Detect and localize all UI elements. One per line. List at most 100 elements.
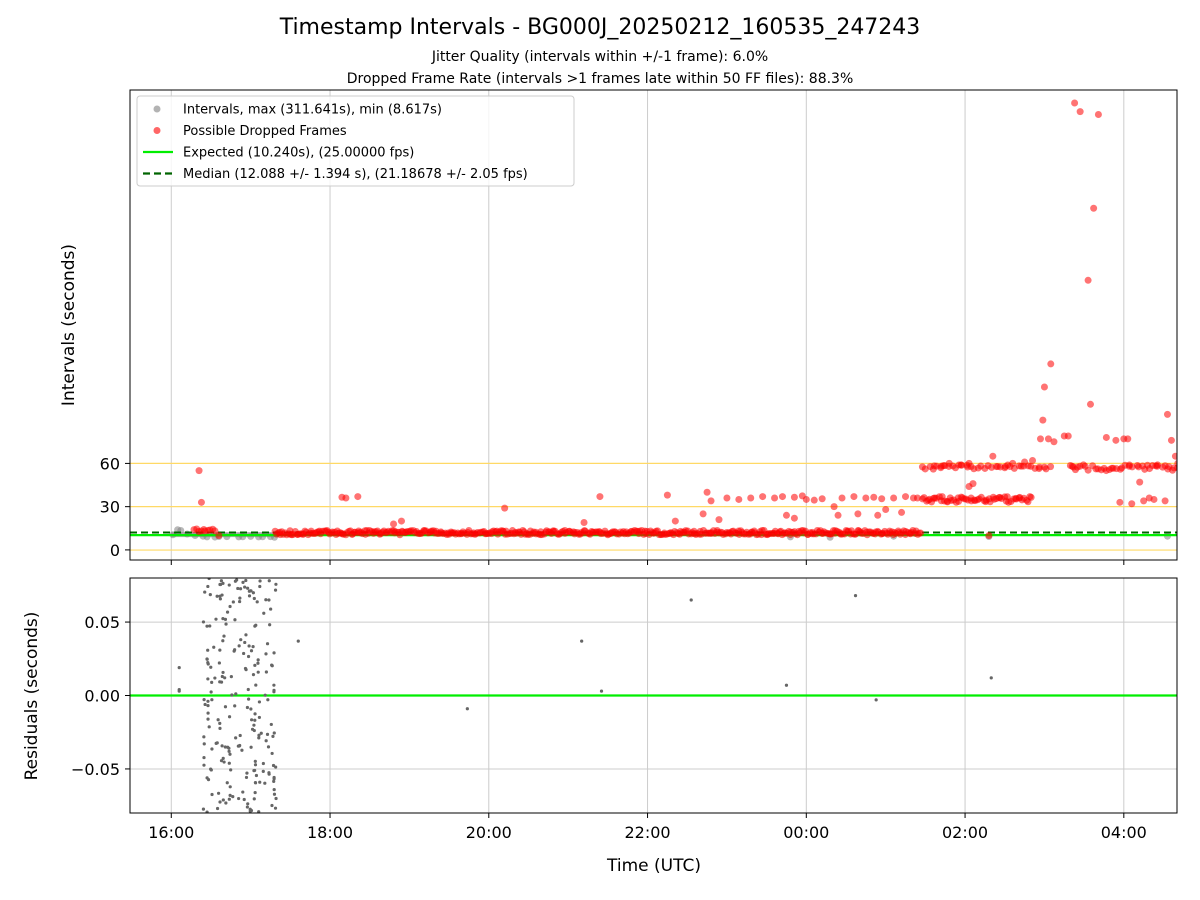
dropped-frame-point (989, 452, 997, 460)
dropped-frame-point (1040, 383, 1048, 391)
residual-point (265, 732, 270, 736)
dropped-frame-point (1044, 435, 1052, 443)
residual-point (253, 718, 257, 722)
residual-point (254, 683, 258, 687)
residual-point (227, 749, 231, 753)
residual-point (264, 670, 268, 674)
residual-point (252, 797, 256, 801)
residual-point (264, 739, 268, 743)
residual-point (266, 698, 270, 702)
time-x-axis-label: Time (UTC) (606, 856, 701, 876)
residual-point (225, 610, 230, 614)
residual-point (245, 771, 249, 775)
dropped-frame-point (1163, 410, 1171, 418)
dropped-frame-point (1102, 433, 1110, 441)
residual-point (248, 807, 252, 811)
residual-point (221, 617, 225, 621)
residual-point (234, 692, 238, 696)
dropped-frame-point (937, 462, 945, 470)
residual-point (241, 790, 245, 794)
dropped-frame-point (1036, 463, 1044, 471)
legend-label: Expected (10.240s), (25.00000 fps) (183, 146, 414, 161)
dropped-frame-point (1171, 452, 1177, 460)
residual-point (224, 801, 228, 805)
residual-point (220, 744, 224, 748)
residual-point (218, 800, 222, 804)
residual-point (240, 748, 244, 752)
residual-point (251, 673, 256, 677)
residual-point (218, 594, 222, 598)
dropped-frame-point (913, 494, 921, 502)
residual-point (256, 670, 260, 674)
residual-point (225, 781, 229, 785)
residual-point (206, 699, 210, 703)
dropped-frame-point (818, 495, 826, 503)
residual-point (272, 683, 276, 687)
dropped-frame-point (802, 495, 810, 503)
dropped-frame-point (870, 493, 878, 501)
residual-point (208, 592, 212, 597)
residual-point (231, 794, 235, 799)
intervals-plot-frame (129, 89, 1178, 561)
residual-point (270, 751, 274, 756)
dropped-frame-point (1086, 400, 1094, 408)
residual-point (234, 736, 238, 740)
residual-point (270, 803, 274, 808)
residual-point (213, 676, 217, 680)
residual-point (261, 761, 265, 766)
residual-point (231, 600, 235, 604)
residual-point (252, 723, 256, 727)
time-x-tick-label: 16:00 (148, 823, 194, 842)
dropped-frame-point (834, 511, 842, 519)
residual-point (246, 802, 250, 806)
residual-point (227, 715, 232, 719)
dropped-frame-point (390, 520, 398, 528)
dropped-frame-point (1003, 493, 1011, 501)
dropped-frame-point (707, 497, 715, 505)
residual-point (227, 583, 231, 587)
residual-point (258, 584, 262, 589)
residual-point (258, 579, 262, 583)
residual-point (202, 742, 206, 746)
residual-point (206, 778, 211, 782)
residual-point (267, 598, 271, 602)
residual-point (263, 693, 267, 697)
residual-point (248, 589, 252, 593)
dropped-frame-point (215, 531, 223, 539)
dropped-frame-point (1150, 495, 1158, 503)
residual-point (210, 792, 214, 797)
residual-point (236, 586, 240, 591)
dropped-frame-point (1036, 435, 1044, 443)
residual-point (209, 665, 213, 669)
residual-point (206, 584, 210, 589)
residual-point (262, 611, 266, 615)
dropped-frame-point (663, 491, 671, 499)
dropped-frame-point (1029, 457, 1037, 465)
dropped-frame-point (890, 494, 898, 502)
residual-point (228, 785, 232, 789)
time-x-tick-label: 02:00 (942, 823, 988, 842)
dropped-frame-point (929, 465, 937, 473)
residual-point (230, 693, 234, 697)
residuals-y-tick-label: 0.00 (84, 687, 120, 706)
legend-marker (153, 127, 161, 134)
residual-point (208, 624, 212, 628)
residual-point (272, 690, 276, 694)
residual-point (242, 651, 246, 656)
residual-point (221, 798, 225, 802)
dropped-frame-point (1064, 432, 1072, 440)
time-x-tick-label: 04:00 (1101, 823, 1147, 842)
residual-point (210, 698, 214, 702)
residual-point (269, 722, 273, 727)
residuals-y-tick-label: 0.05 (84, 613, 120, 632)
residual-point (223, 705, 228, 709)
residual-point (210, 747, 214, 751)
residual-point (244, 775, 249, 780)
dropped-frame-point (838, 494, 846, 502)
dropped-frame-point (703, 488, 711, 496)
time-x-tick-label: 20:00 (466, 823, 512, 842)
residual-point (243, 585, 247, 589)
dropped-frame-point (850, 493, 858, 501)
residual-point (244, 633, 248, 637)
residual-point (221, 581, 225, 586)
